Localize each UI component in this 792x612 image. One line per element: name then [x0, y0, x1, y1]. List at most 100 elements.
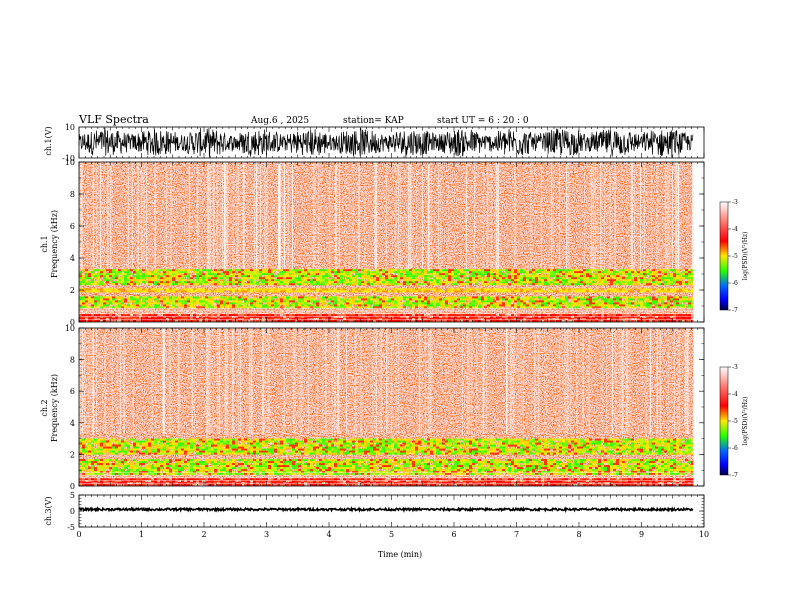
spectrogram-cell — [211, 271, 214, 274]
spectrogram-cell — [292, 279, 295, 282]
spectrogram-cell — [301, 318, 304, 320]
spectrogram-cell — [148, 304, 151, 307]
spectrogram-cell — [604, 290, 607, 293]
spectrogram-cell — [313, 314, 316, 316]
spectrogram-cell — [97, 273, 100, 276]
spectrogram-cell — [628, 298, 631, 301]
spectrogram-cell — [499, 283, 502, 286]
spectrogram-cell — [592, 484, 595, 487]
spectrogram-cell — [292, 269, 295, 272]
spectrogram-cell — [94, 281, 97, 284]
spectrogram-cell — [529, 279, 532, 282]
spectrogram-cell — [196, 273, 199, 276]
spectrogram-cell — [475, 316, 478, 318]
spectrogram-cell — [514, 283, 517, 286]
spectrogram-cell — [595, 484, 598, 487]
spectrogram-cell — [163, 296, 166, 299]
spectrogram-cell — [445, 300, 448, 303]
spectrogram-cell — [559, 304, 562, 307]
spectrogram-cell — [607, 304, 610, 307]
spectrogram-cell — [352, 271, 355, 274]
spectrogram-cell — [283, 281, 286, 284]
spectrogram-cell — [124, 316, 127, 318]
spectrogram-cell — [361, 275, 364, 278]
spectrogram-cell — [625, 482, 628, 485]
spectrogram-cell — [208, 271, 211, 274]
spectrogram-cell — [151, 290, 154, 293]
spectrogram-cell — [424, 269, 427, 272]
spectrogram-cell — [466, 273, 469, 276]
spectrogram-cell — [274, 304, 277, 307]
spectrogram-cell — [652, 275, 655, 278]
spectrogram-cell — [268, 302, 271, 305]
spectrogram-cell — [610, 482, 613, 485]
spectrogram-cell — [571, 318, 574, 320]
spectrogram-cell — [199, 478, 202, 481]
spectrogram-cell — [580, 271, 583, 274]
spectrogram-cell — [286, 298, 289, 301]
spectrogram-cell — [646, 296, 649, 299]
spectrogram-cell — [301, 296, 304, 299]
spectrogram-cell — [112, 273, 115, 276]
spectrogram-cell — [127, 277, 130, 280]
spectrogram-cell — [214, 277, 217, 280]
spectrogram-cell — [319, 478, 322, 481]
spectrogram-cell — [169, 482, 172, 485]
spectrogram-cell — [400, 288, 403, 291]
spectrogram-cell — [676, 482, 679, 485]
spectrogram-cell — [199, 318, 202, 320]
spectrogram-cell — [97, 269, 100, 272]
spectrogram-cell — [496, 316, 499, 318]
spectrogram-cell — [130, 283, 133, 286]
spectrogram-cell — [658, 279, 661, 282]
spectrogram-cell — [262, 281, 265, 284]
spectrogram-cell — [589, 306, 592, 309]
spectrogram-cell — [646, 281, 649, 284]
spectrogram-cell — [214, 306, 217, 309]
spectrogram-cell — [310, 306, 313, 309]
spectrogram-cell — [670, 273, 673, 276]
spectrogram-cell — [253, 482, 256, 485]
spectrogram-cell — [226, 288, 229, 291]
spectrogram-cell — [688, 306, 691, 309]
spectrogram-cell — [487, 296, 490, 299]
spectrogram-cell — [424, 273, 427, 276]
spectrogram-cell — [586, 277, 589, 280]
spectrogram-cell — [139, 277, 142, 280]
spectrogram-cell — [598, 480, 601, 483]
spectrogram-cell — [82, 302, 85, 305]
spectrogram-cell — [169, 283, 172, 286]
spectrogram-cell — [283, 273, 286, 276]
spectrogram-cell — [355, 478, 358, 481]
spectrogram-cell — [664, 318, 667, 320]
spectrogram-cell — [373, 273, 376, 276]
spectrogram-cell — [664, 302, 667, 305]
spectrogram-cell — [253, 271, 256, 274]
spectrogram-cell — [583, 271, 586, 274]
spectrogram-cell — [574, 290, 577, 293]
spectrogram-cell — [136, 275, 139, 278]
spectrogram-cell — [166, 271, 169, 274]
spectrogram-cell — [352, 290, 355, 293]
spectrogram-cell — [472, 304, 475, 307]
spectrogram-cell — [562, 273, 565, 276]
spectrogram-cell — [301, 304, 304, 307]
spectrogram-cell — [508, 316, 511, 318]
spectrogram-cell — [478, 484, 481, 487]
spectrogram-cell — [166, 275, 169, 278]
spectrogram-cell — [292, 277, 295, 280]
spectrogram-cell — [661, 290, 664, 293]
spectrogram-cell — [361, 298, 364, 301]
spectrogram-cell — [196, 296, 199, 299]
spectrogram-cell — [217, 306, 220, 309]
spectrogram-cell — [628, 484, 631, 487]
spectrogram-cell — [583, 288, 586, 291]
spectrogram-cell — [127, 484, 130, 487]
spectrogram-cell — [121, 314, 124, 316]
spectrogram-cell — [367, 318, 370, 320]
spectrogram-cell — [316, 279, 319, 282]
spectrogram-cell — [565, 296, 568, 299]
spectrogram-cell — [307, 484, 310, 487]
spectrogram-cell — [379, 480, 382, 483]
spectrogram-cell — [154, 288, 157, 291]
